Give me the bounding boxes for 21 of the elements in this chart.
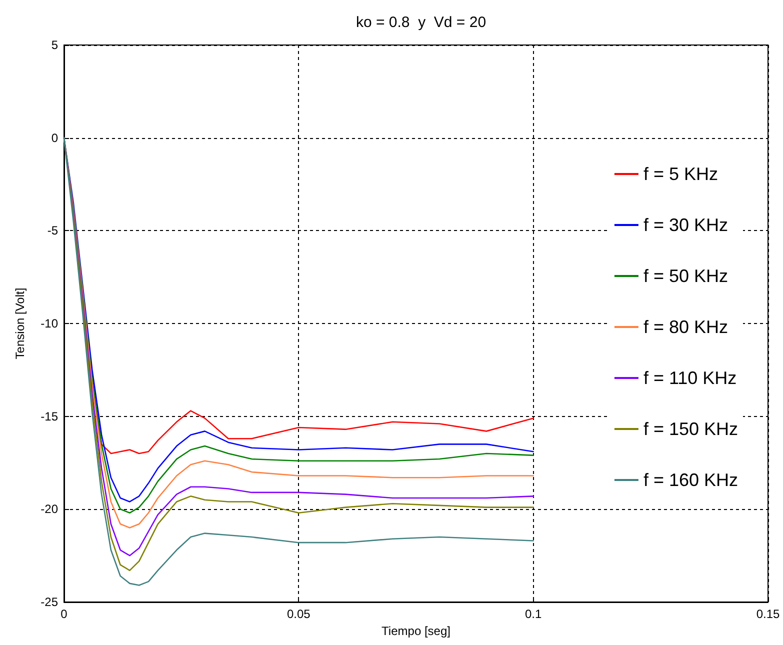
chart-title: ko = 0.8 y Vd = 20 [356,14,486,31]
legend-label: f = 50 KHz [643,266,728,286]
y-axis-title: Tension [Volt] [13,288,27,360]
y-tick-label: -10 [40,316,58,330]
x-tick-label: 0.15 [756,607,780,621]
x-tick-label: 0 [60,607,68,621]
x-tick-label: 0.1 [524,607,542,621]
legend-label: f = 150 KHz [643,419,738,439]
y-tick-label: -5 [47,224,58,238]
y-tick-label: -15 [40,409,58,424]
legend-label: f = 80 KHz [643,317,728,337]
legend-label: f = 30 KHz [643,215,728,235]
legend-label: f = 160 KHz [643,470,738,490]
y-tick-label: -25 [40,595,58,609]
y-tick-label: 0 [51,130,58,145]
x-tick-label: 0.05 [286,607,311,621]
legend-label: f = 110 KHz [643,368,737,388]
x-axis-title: Tiempo [seg] [382,624,450,638]
y-tick-label: -20 [40,502,58,516]
y-tick-label: 5 [51,38,58,52]
legend-label: f = 5 KHz [643,164,718,184]
